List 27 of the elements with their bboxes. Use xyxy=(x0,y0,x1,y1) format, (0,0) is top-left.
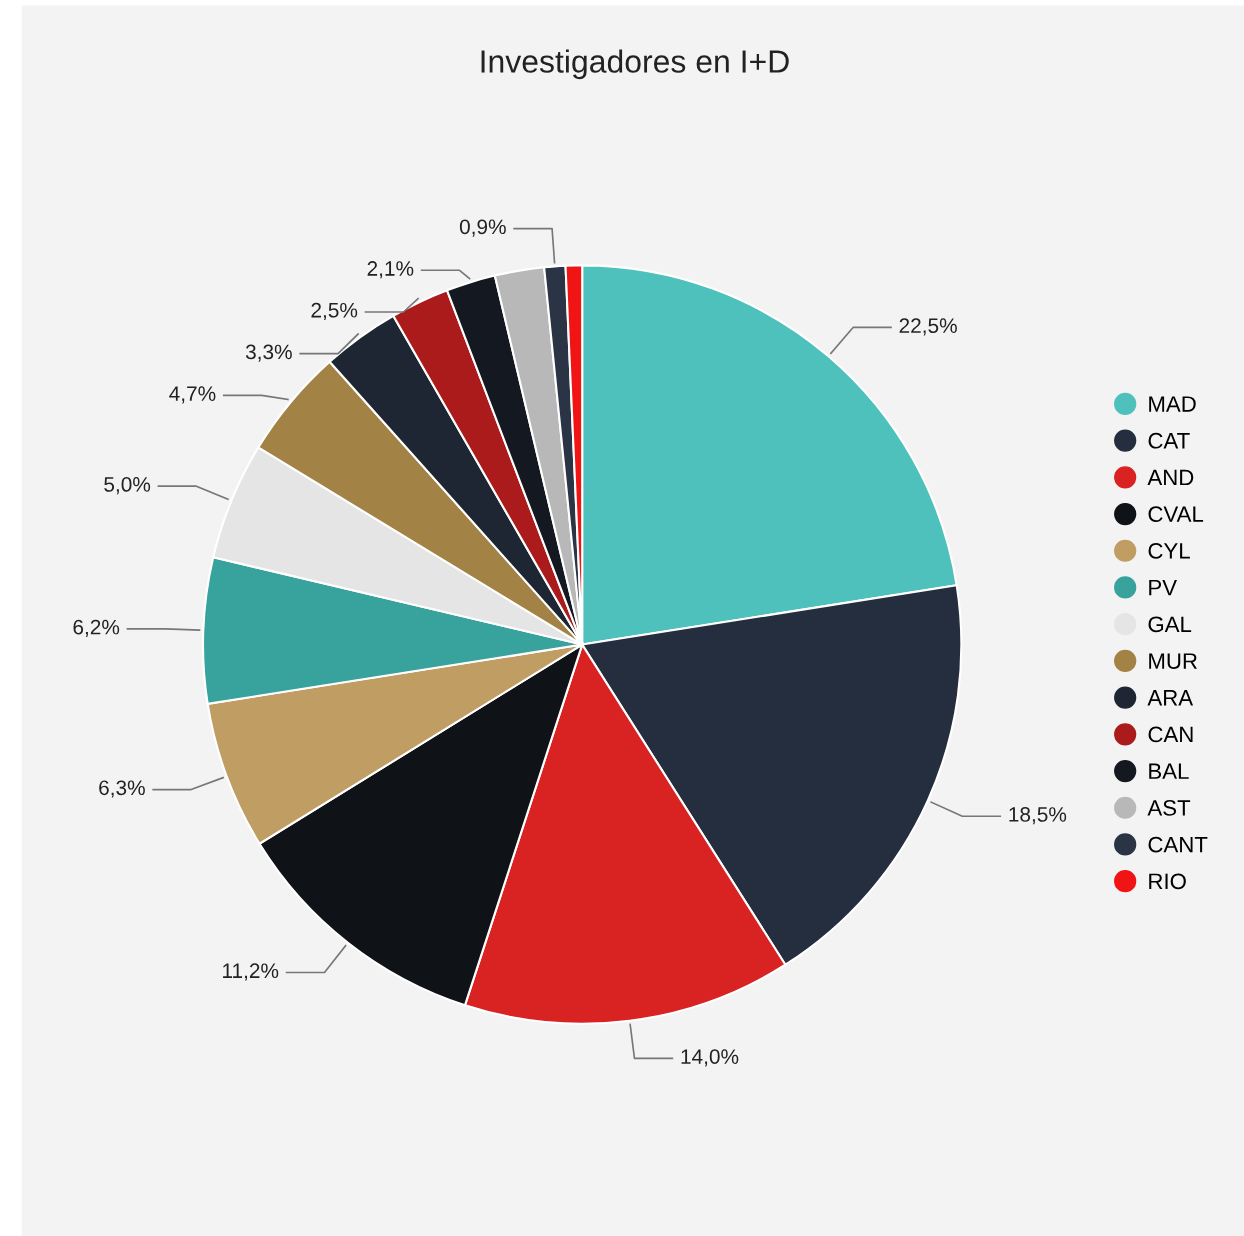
data-label: 11,2% xyxy=(223,963,279,981)
legend-label: MUR xyxy=(1149,653,1197,669)
legend-label: AND xyxy=(1147,469,1194,486)
data-label: 2,5% xyxy=(311,302,358,321)
legend-label: CAT xyxy=(1148,432,1190,449)
legend-label: ARA xyxy=(1147,690,1194,706)
data-label: 0,9% xyxy=(459,219,506,237)
data-label: 4,7% xyxy=(169,386,216,404)
data-label: 14,0% xyxy=(681,1049,739,1067)
data-label: 2,1% xyxy=(367,261,414,279)
data-label: 6,3% xyxy=(99,780,145,798)
data-label: 18,5% xyxy=(1009,807,1067,825)
legend-label: MAD xyxy=(1149,396,1196,412)
legend-label: RIO xyxy=(1149,873,1186,890)
chart-title: Investigadores en I+D xyxy=(481,49,789,80)
legend-label: CYL xyxy=(1148,543,1190,559)
legend-label: CANT xyxy=(1148,836,1208,853)
legend-label: CVAL xyxy=(1148,506,1204,523)
legend-label: PV xyxy=(1149,579,1177,596)
data-label: 5,0% xyxy=(104,477,151,495)
data-label: 3,3% xyxy=(245,344,292,362)
legend-label: AST xyxy=(1147,800,1191,816)
legend-label: CAN xyxy=(1148,726,1193,743)
data-label: 6,2% xyxy=(73,619,120,637)
data-label: 22,5% xyxy=(899,318,957,336)
legend-label: BAL xyxy=(1149,763,1189,779)
legend-label: GAL xyxy=(1148,616,1192,633)
